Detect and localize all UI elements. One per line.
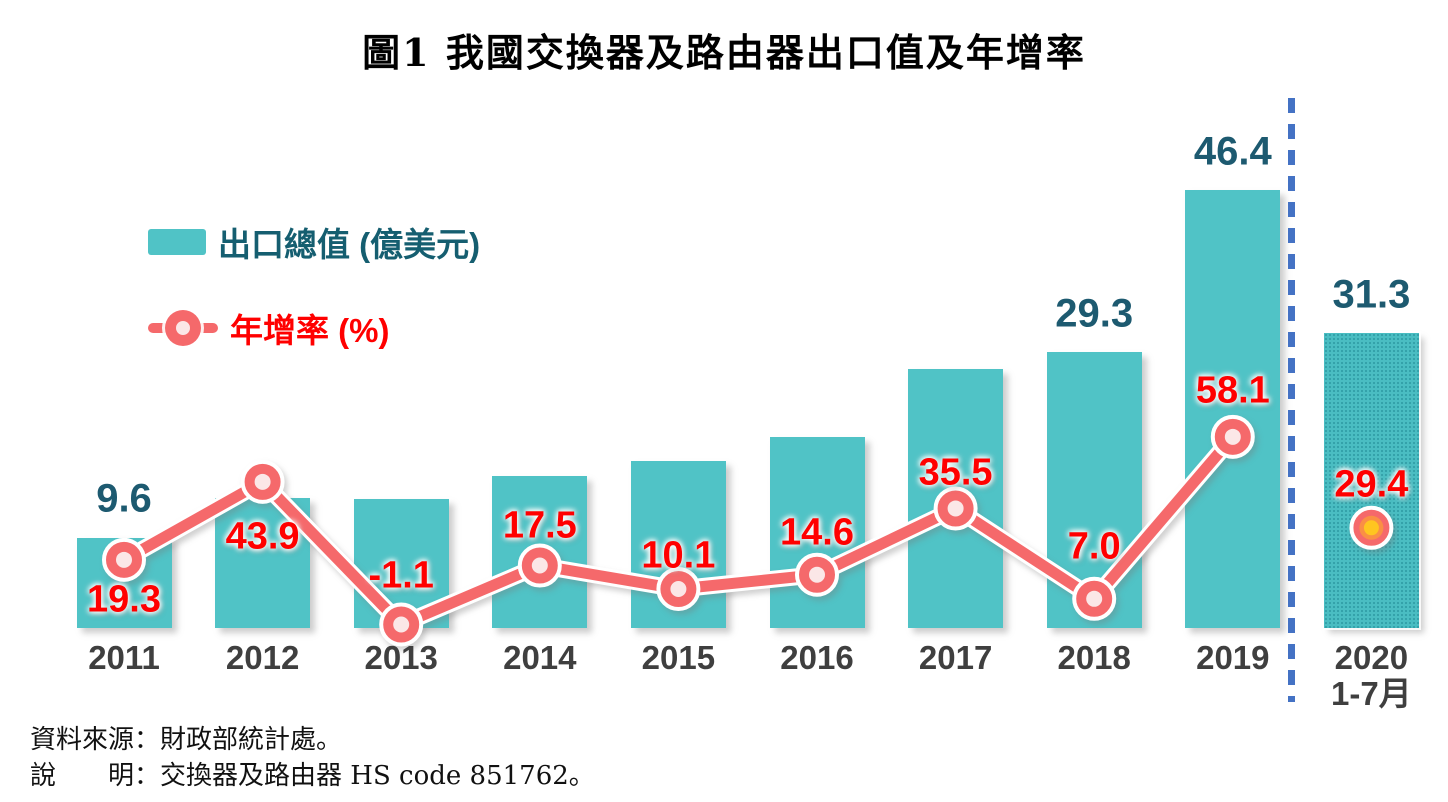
growth-rate-label-2016: 14.6 [780, 511, 854, 554]
line-marker [947, 500, 964, 517]
legend-label-export-value: 出口總值 (億美元) [218, 226, 481, 263]
line-marker [1363, 520, 1379, 536]
x-axis-label-2011: 2011 [88, 639, 160, 676]
x-axis-label-2012: 2012 [225, 639, 300, 676]
x-axis-label-2019: 2019 [1196, 639, 1270, 676]
line-marker [670, 580, 687, 597]
line-series-swatch-icon [148, 308, 218, 348]
source-note: 資料來源：財政部統計處。 [30, 725, 343, 755]
bar-series-swatch-icon [148, 229, 206, 255]
growth-rate-label-2014: 17.5 [502, 504, 577, 547]
legend-item-growth-rate: 年增率 (%) [148, 308, 480, 349]
bar-2020 [1323, 332, 1419, 628]
legend-label-growth-rate: 年增率 (%) [230, 312, 390, 349]
x-axis-label-2020: 2020 1-7月 [1331, 639, 1412, 712]
bar-value-label-2018: 29.3 [1055, 291, 1134, 336]
x-axis-label-2014: 2014 [503, 639, 577, 676]
explain-note: 說 明：交換器及路由器 HS code 851762。 [30, 761, 595, 791]
growth-rate-label-2017: 35.5 [918, 451, 993, 494]
line-marker [254, 473, 271, 490]
growth-rate-label-2020: 29.4 [1334, 463, 1409, 506]
growth-rate-label-2019: 58.1 [1195, 369, 1270, 412]
bar-2019 [1185, 190, 1281, 628]
growth-rate-label-2013: -1.1 [368, 554, 434, 597]
growth-rate-label-2012: 43.9 [225, 515, 300, 558]
bar-value-label-2019: 46.4 [1193, 129, 1272, 174]
line-marker [1086, 590, 1103, 607]
line-marker [531, 557, 548, 574]
chart-title: 圖1 我國交換器及路由器出口值及年增率 [362, 30, 1086, 75]
x-axis-label-2018: 2018 [1057, 639, 1131, 676]
x-axis-label-2016: 2016 [780, 639, 854, 676]
bar-value-label-2020: 31.3 [1332, 272, 1411, 317]
legend-item-export-value: 出口總值 (億美元) [148, 222, 480, 263]
forecast-divider-line [1288, 98, 1295, 702]
x-axis-sublabel-2020: 1-7月 [1331, 675, 1412, 712]
line-marker [809, 566, 825, 583]
chart-legend: 出口總值 (億美元) 年增率 (%) [148, 222, 480, 349]
line-marker [393, 616, 410, 633]
x-axis-label-2013: 2013 [364, 639, 438, 676]
growth-rate-label-2018: 7.0 [1067, 525, 1121, 568]
line-marker [1224, 428, 1241, 445]
growth-rate-label-2011: 19.3 [87, 578, 161, 621]
bar-value-label-2011: 9.6 [96, 476, 152, 521]
x-axis-label-2017: 2017 [918, 639, 993, 676]
line-marker [116, 551, 132, 568]
x-axis-label-2015: 2015 [641, 639, 716, 676]
growth-rate-label-2015: 10.1 [641, 534, 716, 577]
footnotes: 資料來源：財政部統計處。 說 明：交換器及路由器 HS code 851762。 [30, 722, 595, 794]
